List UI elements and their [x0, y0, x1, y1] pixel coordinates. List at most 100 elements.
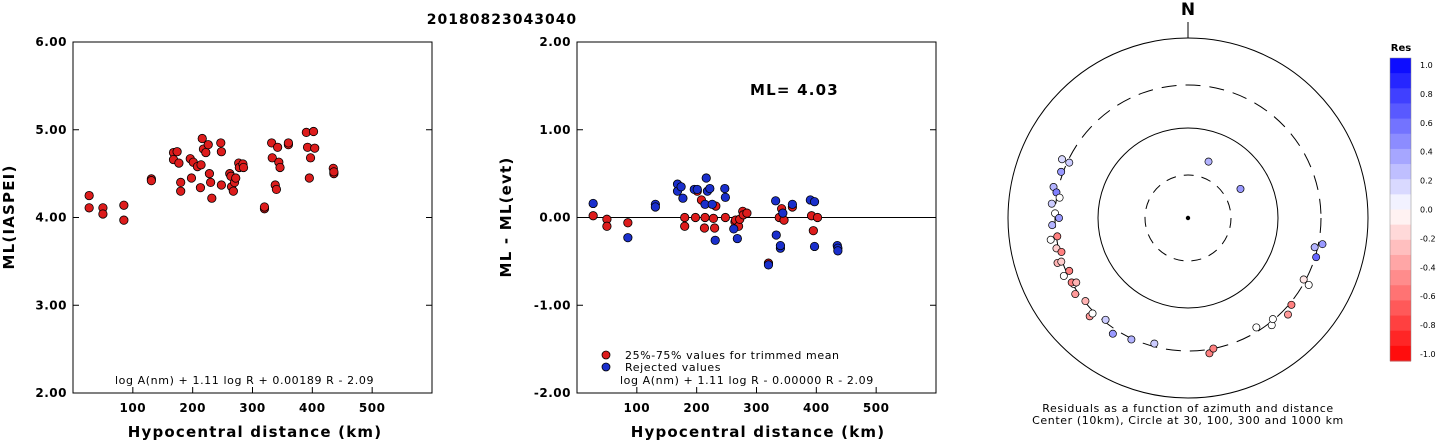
ml-xtick-label: 500 — [359, 401, 386, 415]
station-residual-marker — [1057, 167, 1066, 176]
colorbar-cell — [1390, 103, 1411, 120]
station-residual-marker — [1284, 310, 1292, 319]
ring-300km — [1054, 84, 1322, 352]
ml-point — [271, 184, 282, 195]
accepted-residual-point — [690, 212, 701, 223]
ml-point — [228, 186, 238, 196]
rejected-residual-point — [775, 240, 786, 251]
ml-point — [176, 186, 186, 196]
ml-ytick-label: 2.00 — [35, 386, 67, 400]
ml-point — [119, 215, 129, 225]
colorbar-tick-label: -1.0 — [1420, 350, 1436, 359]
colorbar-cell — [1390, 133, 1411, 150]
ml-point — [201, 147, 211, 158]
ml-point — [304, 173, 314, 183]
colorbar-tick-label: -0.2 — [1420, 234, 1436, 243]
ml-xtick-label: 100 — [120, 401, 147, 415]
residual-vs-distance-panel: -2.00 -1.00 0.00 1.00 2.00 100 200 300 400 500 ML… — [497, 35, 937, 441]
ml-point — [119, 200, 129, 210]
station-residual-marker — [1053, 232, 1062, 241]
accepted-residual-point — [812, 212, 823, 223]
accepted-residual-point — [720, 212, 730, 223]
colorbar-cell — [1390, 239, 1411, 256]
rejected-residual-point — [650, 202, 660, 212]
station-residual-marker — [1088, 309, 1097, 318]
rejected-residual-point — [778, 208, 788, 218]
ml-point — [84, 203, 94, 213]
ml-formula: log A(nm) + 1.11 log R + 0.00189 R - 2.0… — [115, 374, 374, 387]
colorbar-cell — [1390, 194, 1411, 210]
ml-point — [275, 162, 285, 173]
station-residual-marker — [1057, 247, 1066, 256]
polar-caption-2: Center (10km), Circle at 30, 100, 300 an… — [1032, 414, 1344, 427]
figure-title: 20180823043040 — [427, 12, 577, 28]
station-residual-marker — [1081, 297, 1090, 306]
ml-point — [216, 180, 226, 190]
ml-point — [259, 202, 270, 212]
residual-xtick-label: 200 — [683, 401, 710, 415]
station-residual-marker — [1204, 157, 1213, 166]
colorbar-tick-label: -0.4 — [1420, 263, 1436, 272]
rejected-residual-point — [707, 199, 717, 209]
station-residual-marker — [1071, 290, 1080, 299]
accepted-residual-point — [680, 212, 690, 223]
residual-formula: log A(nm) + 1.11 log R - 0.00000 R - 2.0… — [620, 374, 874, 387]
rejected-residual-point — [701, 173, 711, 183]
ml-point — [146, 176, 156, 186]
legend-rejected-marker — [601, 362, 611, 372]
colorbar-cell — [1390, 345, 1411, 362]
residual-xtick-label: 300 — [743, 401, 770, 415]
colorbar-tick-label: 0.6 — [1420, 119, 1433, 128]
ml-point — [197, 133, 207, 144]
ml-point — [186, 173, 197, 183]
ring-30km — [1144, 174, 1232, 262]
accepted-residual-point — [680, 221, 690, 231]
rejected-residual-point — [720, 192, 730, 202]
ml-ytick-label: 5.00 — [35, 123, 67, 137]
station-residual-marker — [1127, 335, 1136, 344]
colorbar-cell — [1390, 118, 1411, 135]
rejected-residual-point — [732, 233, 742, 244]
ml-point — [231, 173, 241, 183]
ring-100km — [1097, 127, 1279, 309]
north-label: N — [1181, 0, 1195, 20]
accepted-residual-point — [710, 223, 720, 233]
ml-x-axis-label: Hypocentral distance (km) — [128, 423, 383, 441]
station-residual-marker — [1057, 257, 1066, 266]
station-residual-marker — [1059, 271, 1068, 280]
residual-xtick-label: 400 — [803, 401, 830, 415]
azimuth-residual-panel: N Residuals as a function of azimuth and… — [1007, 0, 1369, 427]
station-residual-marker — [1252, 323, 1261, 332]
rejected-residual-point — [588, 198, 598, 209]
station-residual-marker — [1058, 155, 1066, 164]
station-residual-marker — [1072, 278, 1081, 287]
ml-point — [98, 209, 108, 219]
residual-xtick-label: 500 — [863, 401, 890, 415]
station-residual-marker — [1055, 214, 1063, 222]
colorbar-tick-label: 0.0 — [1420, 206, 1433, 215]
residual-ytick-label: 1.00 — [539, 123, 571, 137]
ring-1000km — [1007, 37, 1369, 399]
ml-ytick-label: 3.00 — [35, 298, 67, 312]
ml-xtick-label: 400 — [299, 401, 326, 415]
ml-xtick-label: 200 — [179, 401, 206, 415]
station-residual-marker — [1304, 280, 1313, 289]
rejected-residual-point — [678, 193, 688, 203]
rejected-residual-point — [692, 184, 702, 195]
ml-point — [176, 177, 186, 187]
accepted-residual-point — [742, 208, 752, 218]
ml-point — [308, 126, 319, 137]
station-residual-marker — [1299, 275, 1308, 284]
colorbar-cell — [1390, 270, 1411, 286]
colorbar-tick-label: 0.2 — [1420, 177, 1433, 186]
station-residual-marker — [1065, 158, 1074, 167]
ml-value-annotation: ML= 4.03 — [750, 81, 839, 99]
rejected-residual-point — [833, 246, 843, 256]
colorbar-cell — [1390, 300, 1411, 317]
ml-point — [216, 138, 226, 148]
residual-colorbar: Res 1.0 0.8 0.6 0.4 0.2 0.0 -0.2 -0.4 -0.6 -0.8 -1… — [1389, 43, 1436, 362]
station-residual-marker — [1065, 266, 1074, 275]
legend-rejected-label: Rejected values — [625, 361, 721, 374]
ml-point — [174, 158, 184, 168]
